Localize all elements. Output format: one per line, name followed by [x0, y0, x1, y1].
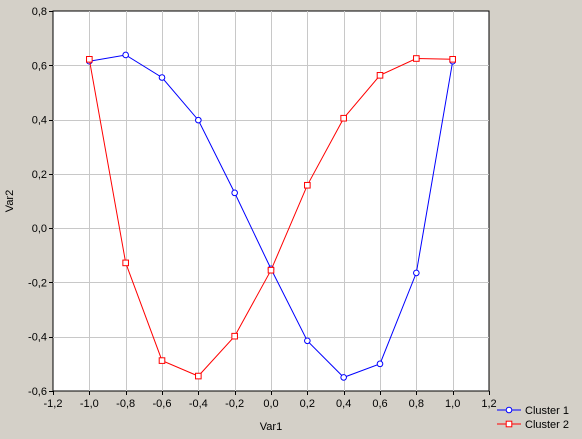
- y-tick-label: -0,4: [28, 332, 47, 344]
- x-tick-label: 0,4: [336, 398, 351, 410]
- axes: -1,2 -1,0 -0,8 -0,6 -0,4 -0,2 0,0 0,2 0,4 0,6 0,8 1…: [28, 6, 497, 410]
- data-point: [86, 56, 93, 63]
- data-point: [340, 374, 347, 381]
- x-tick-label: -0,2: [225, 398, 244, 410]
- y-tick-label: -0,2: [28, 277, 47, 289]
- data-point: [195, 372, 202, 380]
- data-point: [304, 337, 311, 345]
- x-tick-label: -0,8: [116, 398, 135, 410]
- data-point: [413, 55, 420, 62]
- data-point: [122, 51, 129, 59]
- y-tick-label: 0,8: [32, 6, 47, 18]
- x-tick-label: -0,6: [153, 398, 172, 410]
- y-tick-label: 0,4: [32, 115, 47, 127]
- legend: Cluster 1 Cluster 2: [497, 405, 569, 431]
- x-tick-label: 1,2: [481, 398, 496, 410]
- data-point: [376, 72, 384, 79]
- data-point: [158, 74, 166, 81]
- data-point: [449, 56, 456, 63]
- x-tick-label: 0,8: [409, 398, 424, 410]
- data-point: [231, 332, 238, 340]
- data-point: [158, 357, 166, 364]
- y-tick-label: -0,6: [28, 386, 47, 398]
- y-tick-label: 0,6: [32, 60, 47, 72]
- data-point: [195, 116, 202, 124]
- x-tick-label: -0,4: [189, 398, 208, 410]
- x-tick-label: 0,6: [372, 398, 387, 410]
- data-point: [231, 189, 238, 197]
- x-axis-label: Var1: [260, 421, 282, 433]
- x-tick-label: -1,2: [44, 398, 63, 410]
- data-point: [413, 269, 420, 277]
- legend-label: Cluster 1: [525, 405, 569, 417]
- data-point: [376, 360, 384, 368]
- x-tick-label: 0,2: [300, 398, 315, 410]
- data-point: [304, 181, 311, 189]
- series-layer: [86, 51, 456, 381]
- y-tick-label: 0,0: [32, 223, 47, 235]
- y-tick-label: 0,2: [32, 169, 47, 181]
- legend-marker: [505, 420, 513, 428]
- legend-label: Cluster 2: [525, 419, 569, 431]
- data-point: [267, 266, 275, 274]
- x-tick-label: 0,0: [263, 398, 278, 410]
- data-point: [340, 114, 347, 122]
- x-tick-label: -1,0: [80, 398, 99, 410]
- data-point: [122, 259, 129, 267]
- series-cluster-2: [86, 55, 456, 380]
- legend-marker: [505, 406, 513, 414]
- x-tick-label: 1,0: [445, 398, 460, 410]
- y-axis-label: Var2: [4, 190, 16, 212]
